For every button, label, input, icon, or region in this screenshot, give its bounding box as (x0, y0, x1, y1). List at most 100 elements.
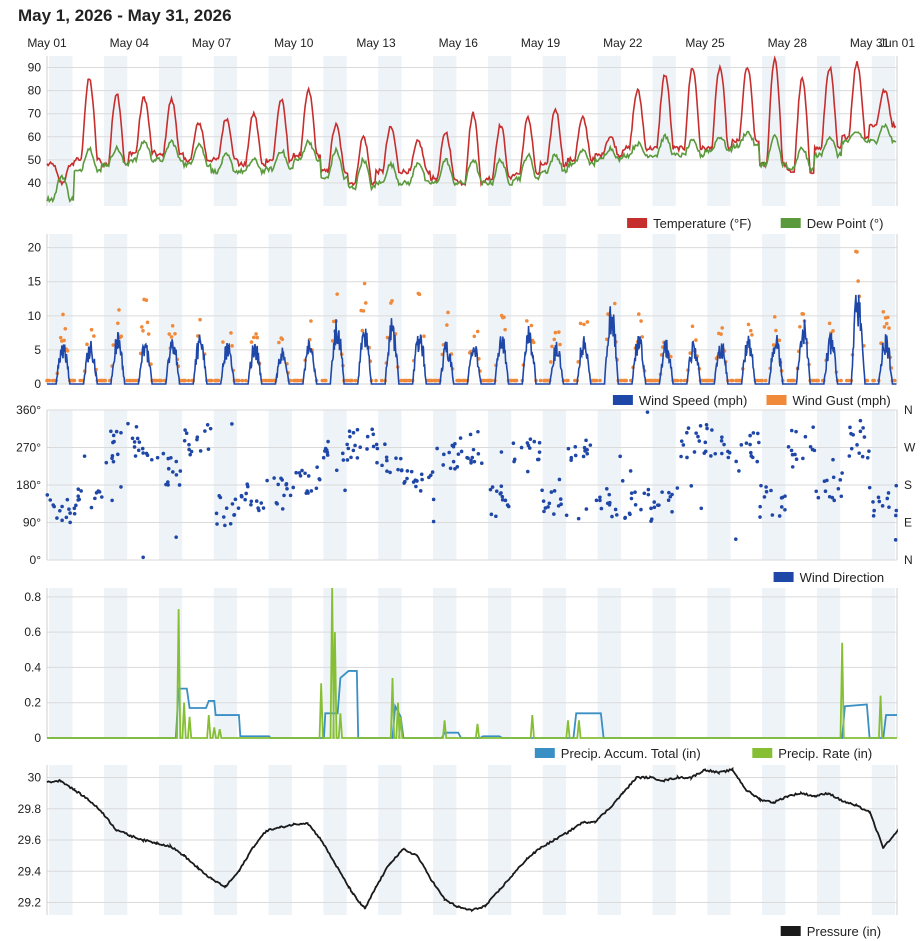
wind-direction-point (174, 473, 179, 477)
legend-label: Temperature (°F) (653, 216, 751, 231)
wind-gust-point (502, 315, 506, 319)
wind-gust-point (117, 308, 121, 312)
wind-direction-point (341, 458, 346, 462)
wind-direction-point (418, 489, 423, 493)
wind-gust-point (63, 326, 68, 331)
wind-direction-point (499, 491, 503, 495)
wind-direction-point (786, 445, 791, 449)
wind-direction-point (93, 496, 97, 501)
wind-direction-point (479, 461, 484, 465)
day-band (542, 56, 567, 206)
wind-direction-point (174, 459, 179, 464)
wind-direction-point (566, 446, 571, 451)
wind-direction-point (265, 478, 269, 483)
wind-direction-point (525, 441, 530, 445)
wind-direction-point (371, 432, 376, 437)
wind-direction-point (494, 514, 498, 519)
wind-direction-point (79, 489, 83, 493)
wind-direction-point (858, 418, 863, 423)
wind-direction-point (453, 441, 457, 446)
wind-gust-point (361, 309, 366, 313)
wind-direction-point (670, 509, 674, 514)
wind-gust-point (58, 335, 63, 340)
wind-direction-point (685, 455, 689, 460)
wind-direction-point (111, 459, 116, 464)
wind-direction-point (100, 495, 104, 499)
wind-direction-point (814, 489, 819, 494)
wind-direction-point (82, 454, 87, 458)
wind-direction-point (355, 427, 360, 432)
wind-direction-point (847, 454, 852, 458)
wind-direction-point (64, 515, 69, 520)
wind-direction-point (435, 446, 439, 451)
wind-gust-point (855, 250, 859, 254)
wind-direction-point (230, 422, 234, 426)
wind-direction-point (801, 456, 805, 461)
wind-direction-point (703, 440, 708, 445)
chart-panel-precip: 0 0.2 0.4 0.6 0.8 Precip. Rate (in) Precip. Ac… (24, 587, 898, 761)
wind-direction-point (726, 455, 731, 460)
wind-direction-point (309, 489, 314, 493)
wind-gust-point (865, 378, 870, 383)
wind-direction-point (182, 438, 187, 443)
wind-direction-point (374, 442, 379, 447)
chart-panel-pressure: 29.2 29.4 29.6 29.8 30 Pressure (in) (18, 765, 898, 939)
wind-direction-point (633, 490, 637, 494)
day-band (542, 234, 567, 384)
wind-direction-point (472, 459, 477, 464)
day-band (268, 588, 292, 738)
wind-direction-point (429, 473, 433, 478)
wind-direction-point (588, 443, 593, 447)
chart-panel-temperature: 40 50 60 70 80 90 Dew Point (°) Temperature (°F… (28, 55, 898, 231)
y-tick-label: 40 (28, 176, 42, 190)
wind-direction-point (598, 495, 602, 500)
day-band (378, 588, 402, 738)
legend-swatch (752, 748, 773, 758)
wind-direction-point (104, 460, 109, 465)
wind-direction-point (629, 491, 634, 495)
wind-gust-point (475, 329, 480, 334)
legend-label: Precip. Accum. Total (in) (561, 746, 701, 761)
legend-label: Pressure (in) (807, 924, 881, 939)
legend-label: Wind Direction (800, 570, 885, 585)
wind-direction-point (166, 466, 171, 471)
wind-direction-point (431, 497, 436, 502)
wind-direction-point (198, 449, 203, 453)
wind-gust-point (831, 329, 835, 333)
wind-direction-point (865, 455, 870, 460)
wind-gust-point (422, 334, 426, 339)
wind-direction-point (388, 470, 392, 475)
legend-label: Dew Point (°) (807, 216, 884, 231)
wind-direction-point (886, 491, 891, 495)
wind-direction-point (734, 459, 738, 464)
wind-gust-point (856, 279, 860, 283)
wind-direction-point (569, 455, 574, 460)
wind-direction-point (402, 481, 406, 485)
date-tick-label: May 22 (603, 36, 643, 50)
wind-direction-point (790, 465, 795, 469)
wind-direction-point (583, 449, 587, 453)
wind-direction-point (762, 495, 767, 499)
wind-direction-point (679, 454, 683, 459)
wind-direction-point (67, 507, 71, 511)
day-band (816, 234, 841, 384)
wind-direction-point (97, 490, 102, 494)
wind-direction-point (871, 500, 875, 504)
day-band (871, 234, 896, 384)
wind-direction-point (205, 423, 210, 427)
day-band (104, 56, 128, 206)
wind-direction-point (325, 453, 330, 457)
wind-direction-point (109, 429, 113, 434)
wind-gust-point (719, 332, 723, 336)
wind-direction-point (584, 507, 589, 511)
wind-direction-point (315, 465, 319, 469)
wind-direction-point (623, 516, 627, 520)
wind-gust-point (89, 327, 94, 332)
wind-gust-point (141, 328, 145, 333)
wind-direction-point (598, 498, 602, 503)
wind-direction-point (777, 514, 782, 518)
wind-gust-point (792, 378, 796, 383)
wind-direction-point (187, 442, 191, 447)
wind-gust-point (688, 351, 693, 355)
wind-gust-point (385, 335, 390, 340)
